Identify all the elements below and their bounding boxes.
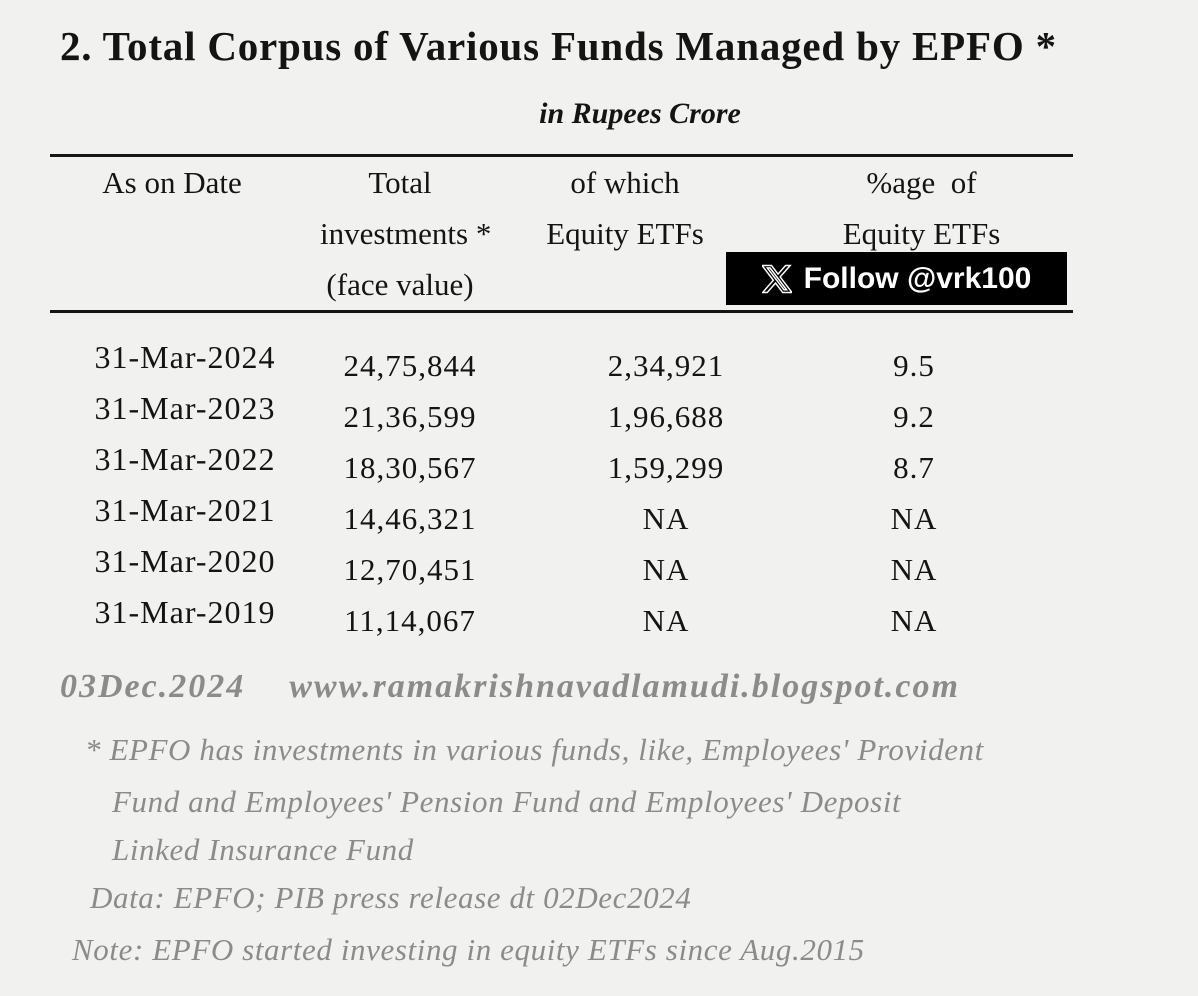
table-row: 31-Mar-2022 18,30,567 1,59,299 8.7 xyxy=(50,434,1073,485)
cell-total-investments: 21,36,599 xyxy=(343,399,477,434)
cell-equity-etfs: 1,59,299 xyxy=(607,450,725,485)
table-row: 31-Mar-2024 24,75,844 2,34,921 9.5 xyxy=(50,332,1073,383)
table-top-divider xyxy=(50,154,1073,157)
column-header-line: investments * xyxy=(320,216,492,251)
cell-equity-etfs: NA xyxy=(642,552,690,587)
cell-as-on-date: 31-Mar-2021 xyxy=(94,492,276,528)
cell-pct-equity-etfs: NA xyxy=(890,501,938,536)
cell-total-investments: 14,46,321 xyxy=(343,501,477,536)
column-header-equity-etfs: of which Equity ETFs xyxy=(500,157,770,310)
cell-pct-equity-etfs: NA xyxy=(890,603,938,638)
cell-as-on-date: 31-Mar-2020 xyxy=(94,543,276,579)
table-row: 31-Mar-2023 21,36,599 1,96,688 9.2 xyxy=(50,383,1073,434)
table-row: 31-Mar-2019 11,14,067 NA NA xyxy=(50,587,1073,638)
units-subtitle: in Rupees Crore xyxy=(539,97,741,130)
cell-as-on-date: 31-Mar-2024 xyxy=(94,339,276,375)
column-header-line: (face value) xyxy=(326,267,474,302)
column-header-total-investments: Total investments * (face value) xyxy=(320,157,500,310)
page-title: 2. Total Corpus of Various Funds Managed… xyxy=(60,23,1057,69)
x-logo-icon xyxy=(761,264,792,294)
cell-pct-equity-etfs: 8.7 xyxy=(893,450,935,485)
cell-equity-etfs: NA xyxy=(642,603,690,638)
cell-pct-equity-etfs: 9.2 xyxy=(893,399,935,434)
table-row: 31-Mar-2020 12,70,451 NA NA xyxy=(50,536,1073,587)
column-header-as-on-date: As on Date xyxy=(50,157,320,310)
published-date: 03Dec.2024 xyxy=(60,668,246,705)
cell-total-investments: 11,14,067 xyxy=(344,603,476,638)
asterisk-note-line-3: Linked Insurance Fund xyxy=(112,832,414,867)
data-source-line: Data: EPFO; PIB press release dt 02Dec20… xyxy=(90,880,692,915)
note-line: Note: EPFO started investing in equity E… xyxy=(72,932,865,967)
column-header-line: Total xyxy=(368,165,432,200)
table-body: 31-Mar-2024 24,75,844 2,34,921 9.5 31-Ma… xyxy=(50,332,1073,638)
table-row: 31-Mar-2021 14,46,321 NA NA xyxy=(50,485,1073,536)
column-header-line: As on Date xyxy=(102,165,242,200)
cell-pct-equity-etfs: NA xyxy=(890,552,938,587)
published-line: 03Dec.2024 www.ramakrishnavadlamudi.blog… xyxy=(60,668,960,706)
cell-equity-etfs: 2,34,921 xyxy=(607,348,725,383)
cell-as-on-date: 31-Mar-2019 xyxy=(94,594,276,630)
column-header-pct-equity-etfs: %age of Equity ETFs xyxy=(770,157,1073,310)
cell-total-investments: 18,30,567 xyxy=(343,450,477,485)
follow-button[interactable]: Follow @vrk100 xyxy=(726,252,1067,305)
table-header: As on Date Total investments * (face val… xyxy=(50,157,1073,310)
cell-total-investments: 12,70,451 xyxy=(343,552,477,587)
cell-total-investments: 24,75,844 xyxy=(343,348,477,383)
follow-button-label: Follow @vrk100 xyxy=(803,261,1032,295)
table-header-divider xyxy=(50,310,1073,313)
cell-equity-etfs: NA xyxy=(642,501,690,536)
column-header-line: of which xyxy=(570,165,680,200)
asterisk-note-line-1: * EPFO has investments in various funds,… xyxy=(85,732,984,767)
cell-equity-etfs: 1,96,688 xyxy=(607,399,725,434)
cell-pct-equity-etfs: 9.5 xyxy=(893,348,935,383)
asterisk-note-line-2: Fund and Employees' Pension Fund and Emp… xyxy=(112,784,902,819)
column-header-line: Equity ETFs xyxy=(546,216,704,251)
website-url: www.ramakrishnavadlamudi.blogspot.com xyxy=(289,668,960,705)
cell-as-on-date: 31-Mar-2022 xyxy=(94,441,276,477)
column-header-line: Equity ETFs xyxy=(842,216,1001,251)
cell-as-on-date: 31-Mar-2023 xyxy=(94,390,276,426)
column-header-line: %age of xyxy=(866,165,977,200)
